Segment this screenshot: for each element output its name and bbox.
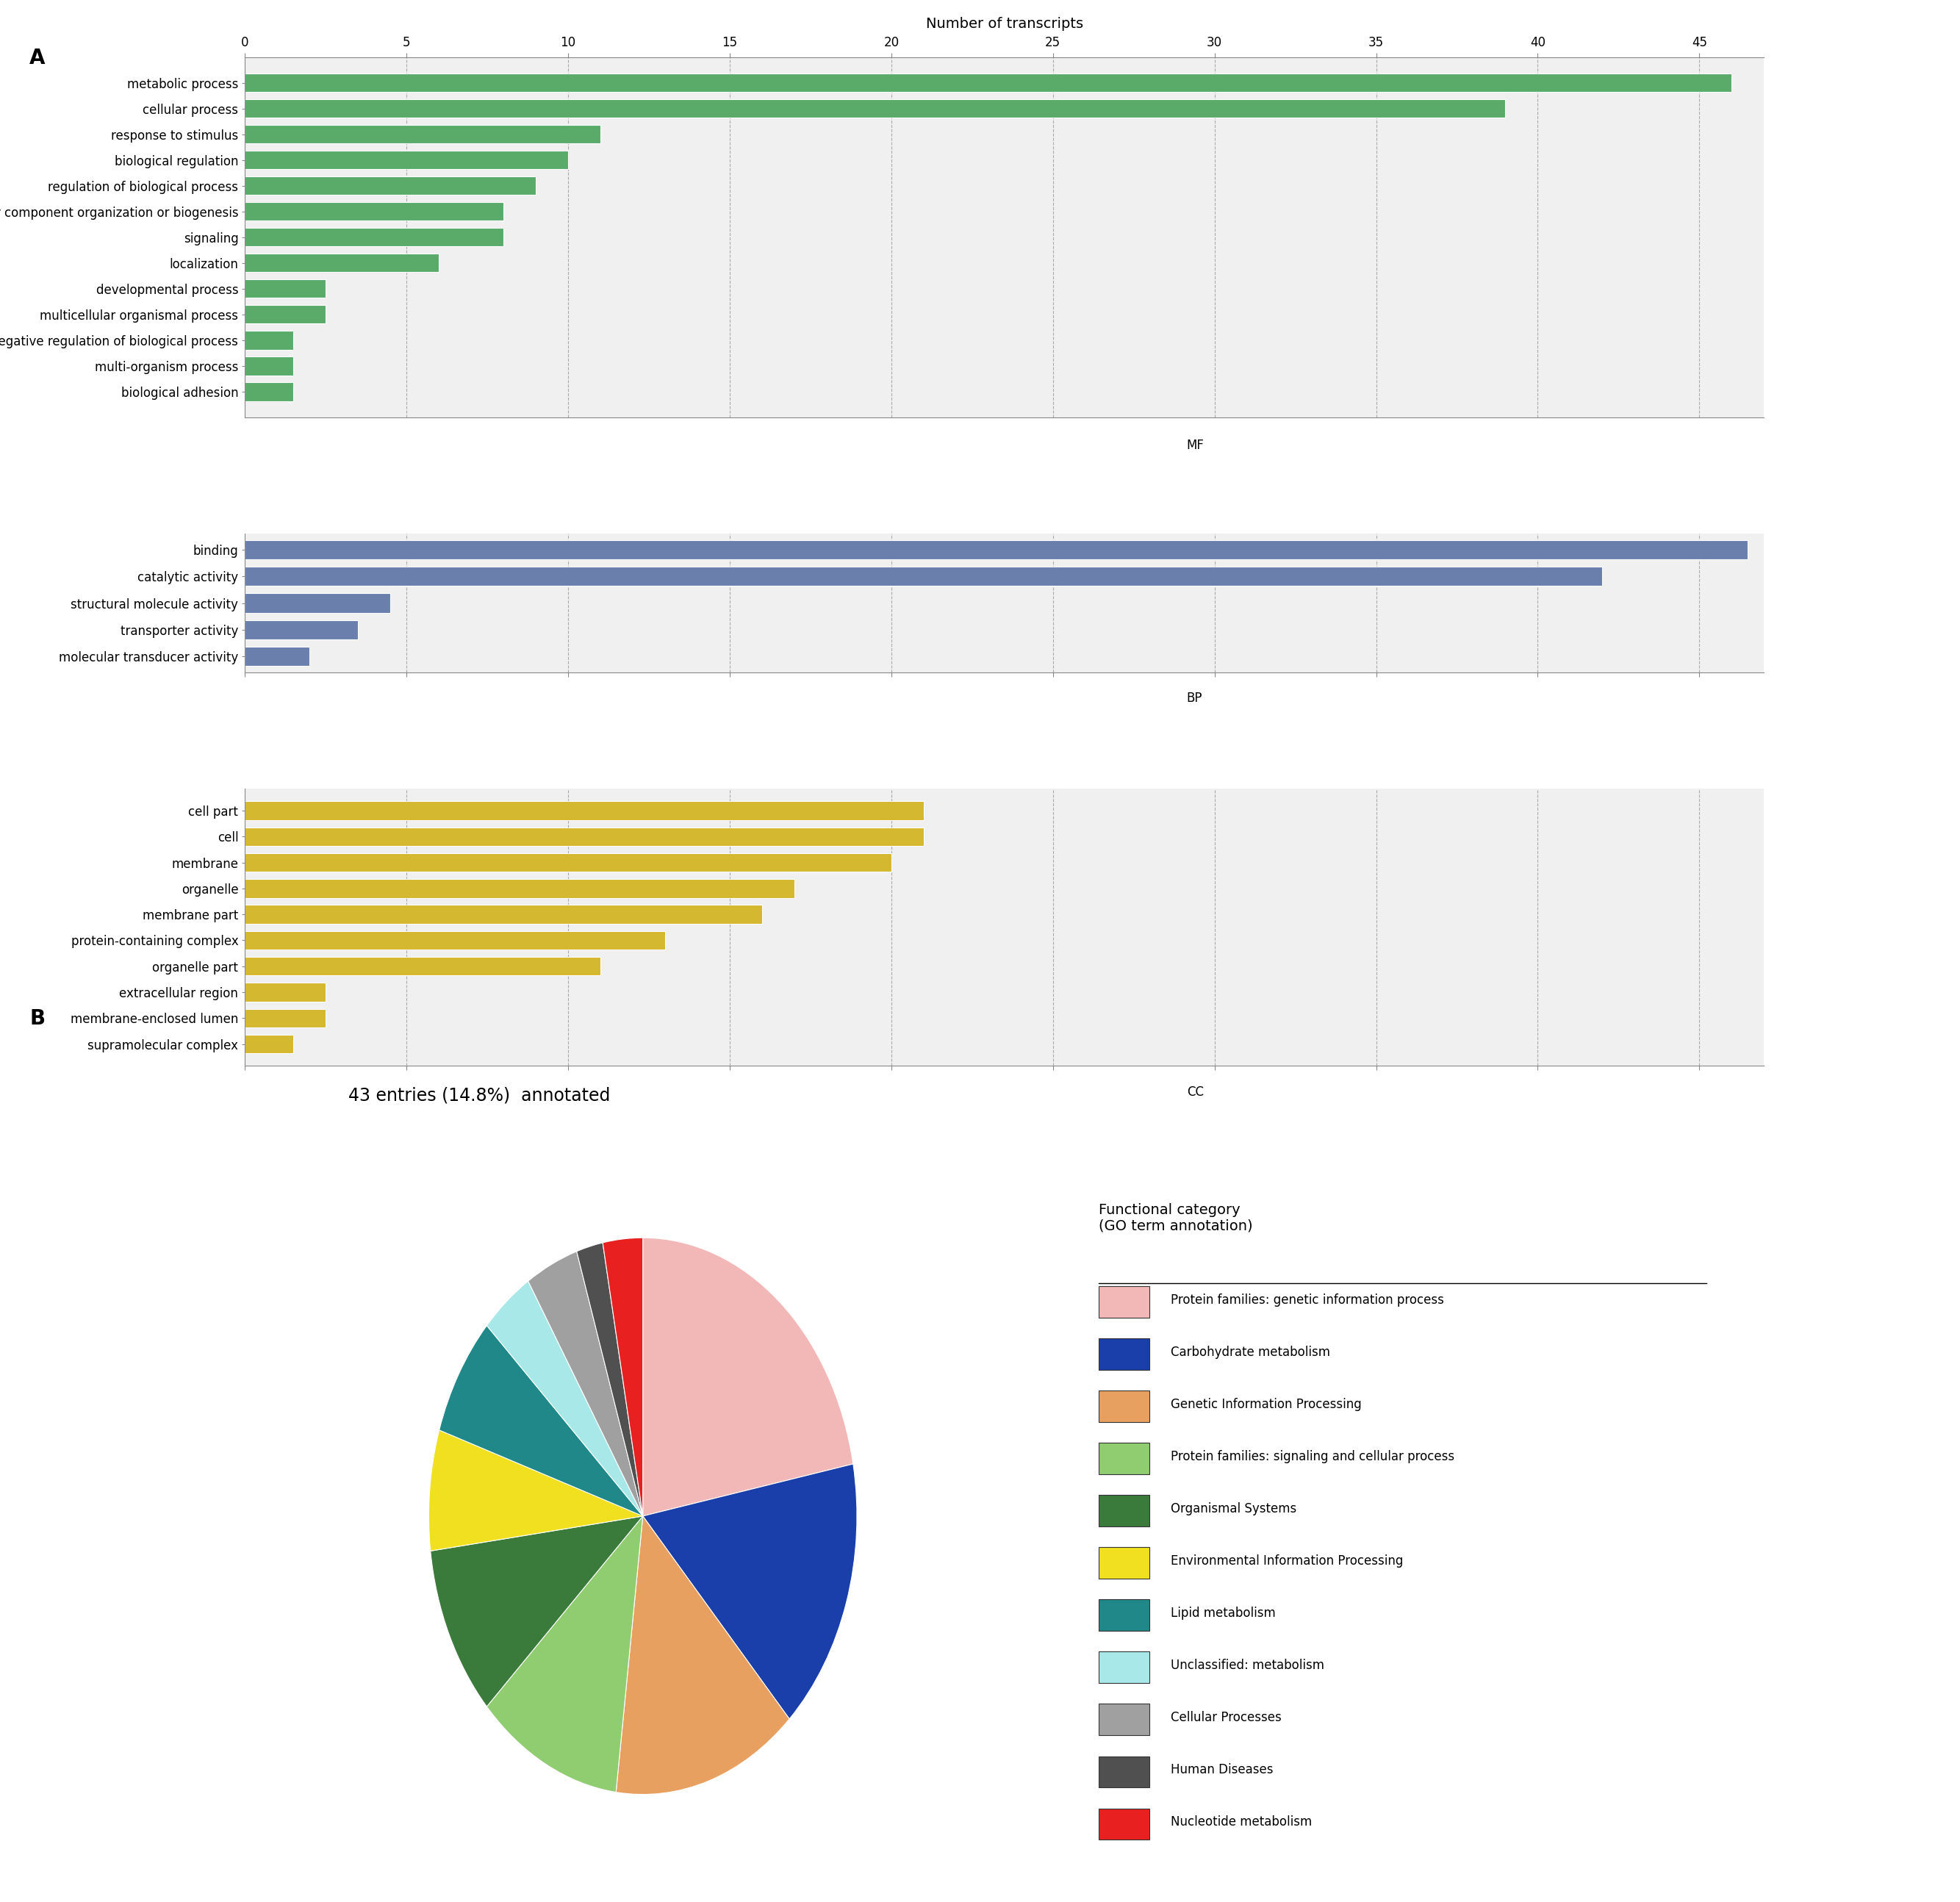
Bar — [245, 567, 1603, 586]
Wedge shape — [643, 1238, 853, 1516]
Bar — [245, 150, 568, 169]
Text: 43 entries (14.8%)  annotated: 43 entries (14.8%) annotated — [349, 1086, 610, 1103]
Bar — [245, 1008, 325, 1027]
Bar — [245, 304, 325, 323]
Text: BP: BP — [1188, 692, 1203, 706]
Bar — [245, 74, 1733, 91]
Bar — [245, 854, 892, 871]
Text: Unclassified: metabolism: Unclassified: metabolism — [1170, 1659, 1325, 1672]
Wedge shape — [429, 1430, 643, 1550]
Bar — [1098, 1704, 1149, 1735]
Bar — [245, 228, 504, 247]
Text: B: B — [29, 1008, 45, 1029]
Bar — [245, 280, 325, 299]
Wedge shape — [431, 1516, 643, 1706]
Bar — [245, 905, 762, 924]
Bar — [1098, 1651, 1149, 1683]
Text: Human Diseases: Human Diseases — [1170, 1763, 1274, 1776]
Bar — [245, 177, 535, 196]
Text: Protein families: signaling and cellular process: Protein families: signaling and cellular… — [1170, 1451, 1454, 1463]
Bar — [1098, 1809, 1149, 1839]
Bar — [245, 126, 600, 143]
Wedge shape — [604, 1238, 643, 1516]
Wedge shape — [527, 1252, 643, 1516]
Wedge shape — [576, 1242, 643, 1516]
Bar — [245, 930, 664, 949]
Text: Environmental Information Processing: Environmental Information Processing — [1170, 1554, 1403, 1567]
Bar — [245, 879, 794, 898]
Bar — [1098, 1286, 1149, 1318]
Wedge shape — [486, 1282, 643, 1516]
Wedge shape — [615, 1516, 790, 1794]
Text: Lipid metabolism: Lipid metabolism — [1170, 1607, 1276, 1621]
Bar — [245, 983, 325, 1002]
Text: Carbohydrate metabolism: Carbohydrate metabolism — [1170, 1347, 1331, 1360]
X-axis label: Number of transcripts: Number of transcripts — [925, 17, 1084, 30]
Bar — [245, 827, 923, 846]
Bar — [1098, 1390, 1149, 1423]
Text: MF: MF — [1188, 439, 1203, 453]
Text: CC: CC — [1188, 1086, 1203, 1099]
Text: Nucleotide metabolism: Nucleotide metabolism — [1170, 1816, 1311, 1830]
Wedge shape — [439, 1326, 643, 1516]
Wedge shape — [486, 1516, 643, 1792]
Bar — [245, 382, 294, 401]
Bar — [245, 593, 390, 612]
Bar — [245, 358, 294, 375]
Text: Protein families: genetic information process: Protein families: genetic information pr… — [1170, 1293, 1445, 1307]
Text: Genetic Information Processing: Genetic Information Processing — [1170, 1398, 1362, 1411]
Bar — [245, 253, 439, 272]
Text: A: A — [29, 48, 45, 68]
Bar — [245, 620, 359, 639]
Bar — [245, 1035, 294, 1054]
Bar — [245, 801, 923, 820]
Text: Organismal Systems: Organismal Systems — [1170, 1503, 1298, 1516]
Bar — [1098, 1600, 1149, 1630]
Text: Functional category
(GO term annotation): Functional category (GO term annotation) — [1098, 1202, 1252, 1232]
Bar — [245, 331, 294, 350]
Bar — [245, 957, 600, 976]
Bar — [1098, 1495, 1149, 1527]
Wedge shape — [643, 1465, 857, 1719]
Bar — [245, 540, 1748, 559]
Text: Cellular Processes: Cellular Processes — [1170, 1712, 1282, 1725]
Bar — [1098, 1444, 1149, 1474]
Bar — [1098, 1339, 1149, 1369]
Bar — [1098, 1548, 1149, 1579]
Bar — [245, 99, 1505, 118]
Bar — [1098, 1756, 1149, 1788]
Bar — [245, 202, 504, 221]
Bar — [245, 647, 310, 666]
